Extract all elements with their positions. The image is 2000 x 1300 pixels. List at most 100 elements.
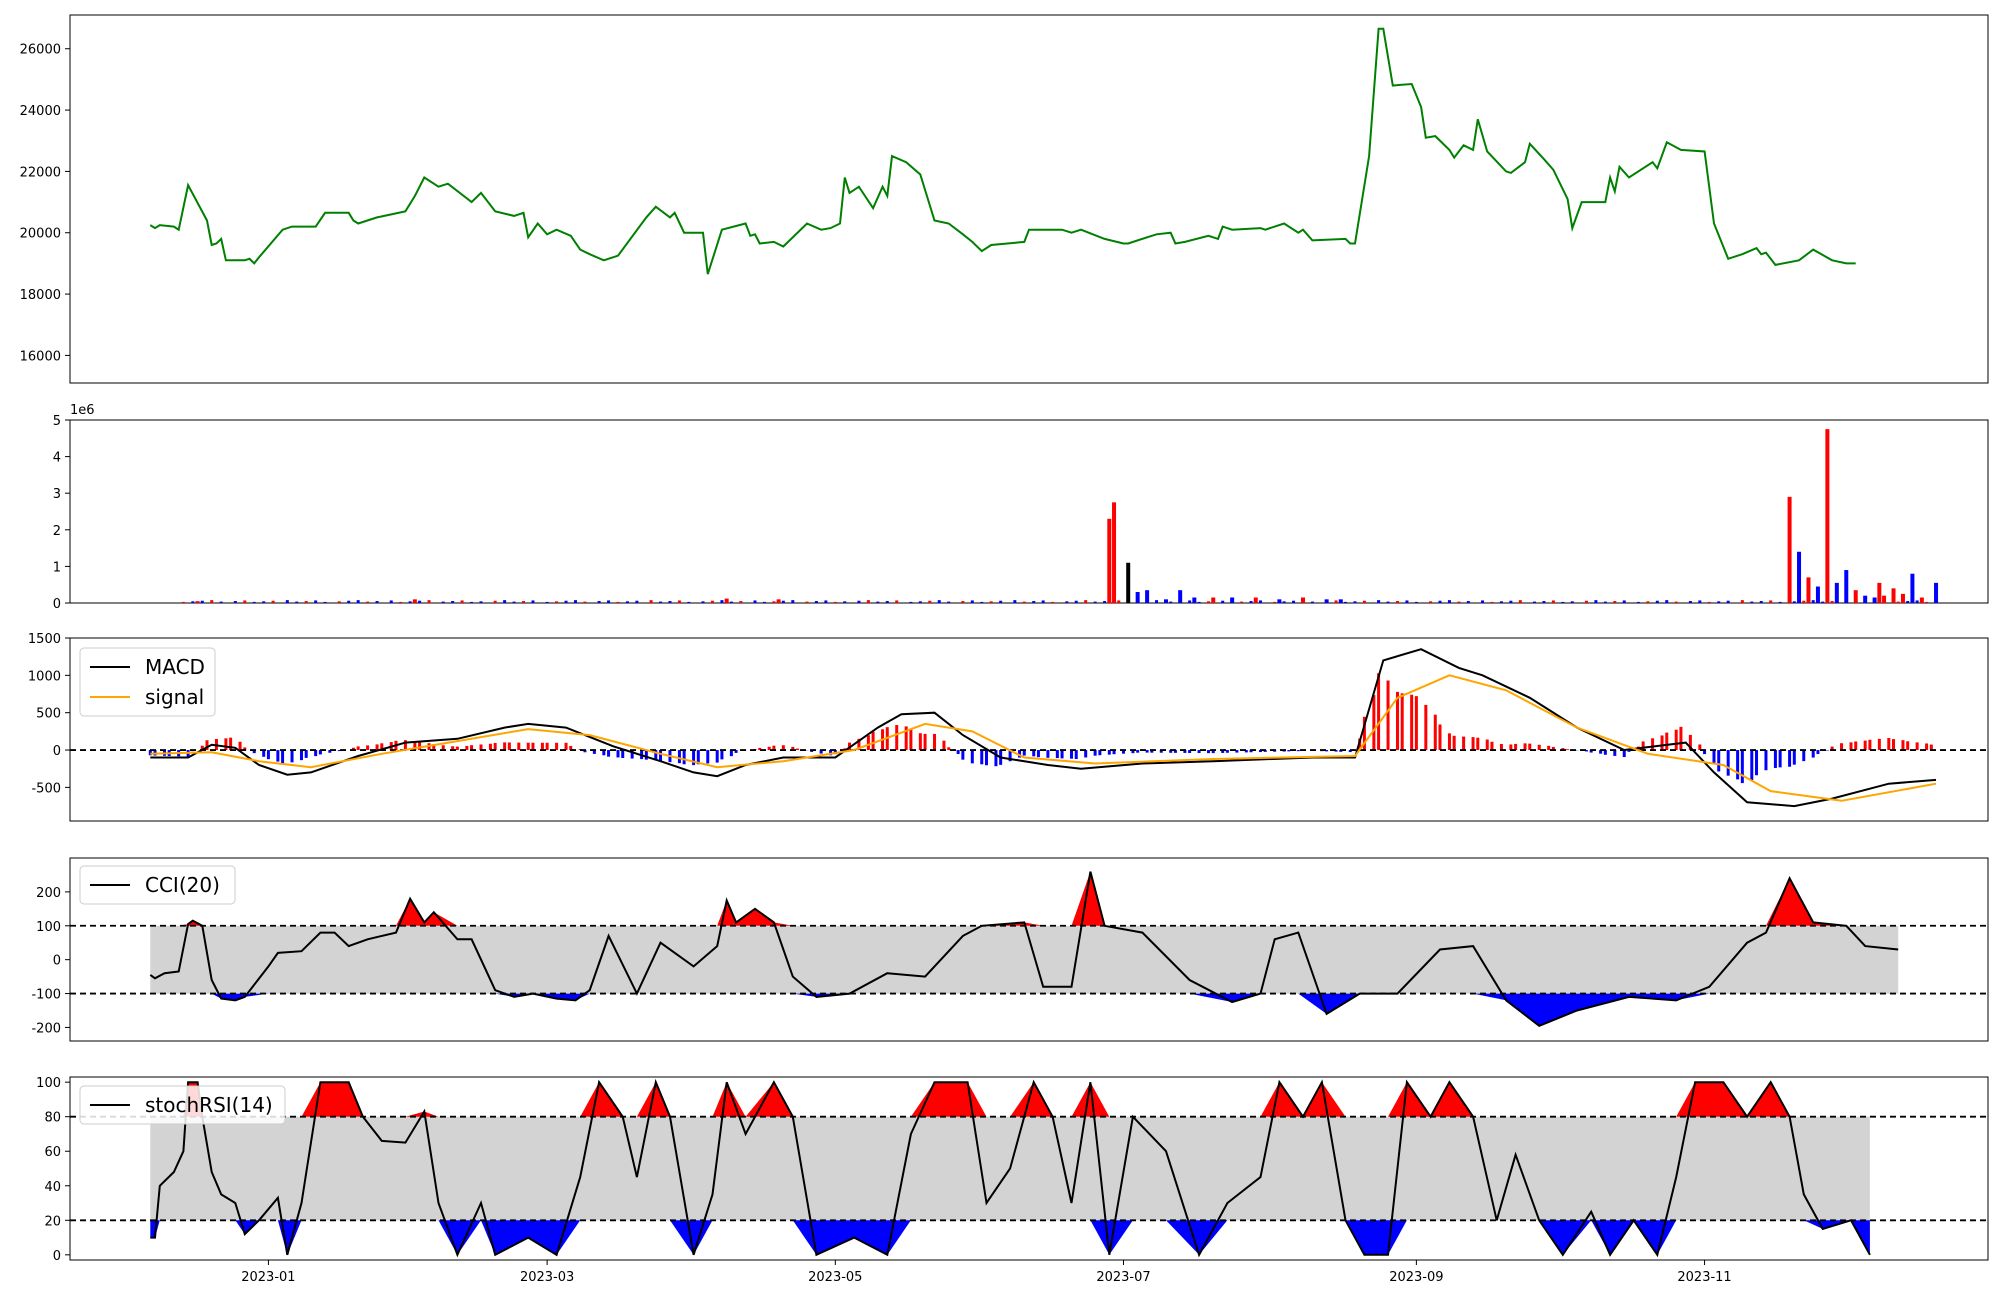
volume-bar bbox=[1853, 590, 1858, 603]
volume-bar bbox=[1844, 570, 1849, 603]
volume-bar bbox=[1112, 502, 1117, 603]
volume-bar bbox=[1891, 588, 1896, 603]
macd-histogram-bar bbox=[1514, 743, 1518, 751]
volume-bar bbox=[1584, 600, 1588, 603]
volume-bar bbox=[295, 601, 299, 603]
stoch-tick-label: 0 bbox=[53, 1249, 61, 1264]
volume-bar bbox=[1253, 597, 1258, 603]
macd-histogram-bar bbox=[403, 740, 407, 751]
macd-histogram-bar bbox=[1906, 741, 1910, 751]
volume-bar bbox=[1155, 600, 1159, 603]
volume-bar bbox=[895, 600, 899, 603]
volume-bar bbox=[233, 601, 237, 603]
macd-histogram-bar bbox=[1773, 750, 1777, 768]
macd-histogram-bar bbox=[1188, 750, 1192, 754]
volume-bar bbox=[1636, 601, 1640, 603]
volume-bar bbox=[843, 601, 847, 603]
macd-histogram-bar bbox=[1589, 750, 1593, 753]
macd-histogram-bar bbox=[1452, 735, 1456, 751]
volume-bar bbox=[412, 599, 417, 603]
macd-histogram-bar bbox=[1679, 726, 1683, 751]
volume-bar bbox=[1688, 601, 1692, 603]
volume-bar bbox=[1292, 600, 1296, 603]
macd-tick-label: 1500 bbox=[28, 632, 61, 647]
volume-bar bbox=[1915, 600, 1919, 603]
macd-histogram-bar bbox=[1414, 696, 1418, 751]
macd-histogram-bar bbox=[1816, 750, 1820, 755]
volume-bar bbox=[271, 600, 275, 603]
volume-bar bbox=[1386, 601, 1390, 603]
x-tick-label: 2023-11 bbox=[1677, 1270, 1731, 1285]
volume-bar bbox=[1750, 601, 1754, 603]
volume-bar bbox=[441, 601, 445, 603]
cci-tick-label: -200 bbox=[31, 1021, 61, 1036]
macd-histogram-bar bbox=[465, 745, 469, 751]
volume-bar bbox=[1093, 601, 1097, 603]
macd-histogram-bar bbox=[1334, 750, 1338, 752]
macd-histogram-bar bbox=[1211, 750, 1215, 754]
macd-histogram-bar bbox=[1225, 750, 1229, 753]
macd-histogram-bar bbox=[1159, 750, 1163, 753]
volume-y-ticks: 0 1 2 3 4 5 bbox=[53, 414, 70, 612]
x-axis-ticks: 2023-01 2023-03 2023-05 2023-07 2023-09 2023-… bbox=[241, 1260, 1732, 1285]
macd-histogram-bar bbox=[1509, 744, 1513, 751]
macd-histogram-bar bbox=[677, 750, 681, 764]
volume-bar bbox=[1802, 600, 1806, 603]
macd-histogram-bar bbox=[328, 750, 332, 753]
volume-bar bbox=[1655, 600, 1659, 603]
volume-scale-label: 1e6 bbox=[70, 403, 95, 418]
macd-histogram-bar bbox=[1755, 750, 1759, 776]
macd-histogram-bar bbox=[281, 750, 285, 764]
volume-bar bbox=[1135, 592, 1140, 603]
macd-axes-frame bbox=[69, 637, 1989, 822]
macd-histogram-bar bbox=[1046, 750, 1050, 758]
macd-histogram-bar bbox=[1136, 750, 1140, 753]
macd-histogram-bar bbox=[1840, 743, 1844, 751]
macd-line bbox=[150, 648, 1937, 808]
macd-histogram-bar bbox=[1362, 716, 1366, 751]
volume-bar bbox=[1740, 600, 1744, 603]
macd-histogram-bar bbox=[984, 750, 988, 766]
volume-panel: 1e6 0 1 2 3 4 5 bbox=[53, 403, 1989, 612]
macd-histogram-bar bbox=[1901, 740, 1905, 751]
stochrsi-legend: stochRSI(14) bbox=[79, 1085, 286, 1125]
volume-bar bbox=[1561, 601, 1565, 603]
volume-bar bbox=[1797, 551, 1802, 603]
volume-bar bbox=[1353, 601, 1357, 603]
volume-bar bbox=[1792, 601, 1796, 603]
macd-histogram-bar bbox=[545, 742, 549, 751]
macd-histogram-bar bbox=[1547, 745, 1551, 751]
volume-bar bbox=[285, 600, 289, 603]
volume-bar bbox=[1769, 600, 1773, 603]
volume-bar bbox=[597, 601, 601, 603]
macd-histogram-bar bbox=[1892, 739, 1896, 751]
volume-bar bbox=[243, 600, 247, 603]
macd-histogram-bar bbox=[1925, 743, 1929, 751]
volume-bar bbox=[191, 601, 195, 603]
macd-histogram-bar bbox=[592, 750, 596, 754]
volume-bar bbox=[937, 600, 941, 603]
macd-histogram-bar bbox=[1410, 694, 1414, 751]
volume-bar bbox=[1698, 600, 1702, 603]
price-tick-label: 16000 bbox=[20, 349, 61, 364]
volume-bar bbox=[1674, 601, 1678, 603]
macd-histogram-bar bbox=[772, 745, 776, 751]
macd-histogram-bar bbox=[1490, 741, 1494, 751]
volume-bar bbox=[1778, 601, 1782, 603]
price-y-ticks: 16000 18000 20000 22000 24000 26000 bbox=[20, 43, 70, 364]
macd-histogram-bar bbox=[1107, 750, 1111, 755]
volume-bar bbox=[1900, 593, 1905, 603]
macd-histogram-bar bbox=[654, 750, 658, 761]
volume-bar bbox=[427, 600, 431, 603]
volume-bar bbox=[1344, 601, 1348, 603]
volume-bar bbox=[724, 598, 729, 603]
cci-y-ticks: -200 -100 0 100 200 bbox=[31, 886, 70, 1036]
volume-bar bbox=[833, 601, 837, 603]
macd-histogram-bar bbox=[1325, 750, 1329, 752]
volume-bar bbox=[668, 601, 672, 603]
macd-histogram-bar bbox=[796, 748, 800, 751]
macd-histogram-bar bbox=[857, 738, 861, 751]
macd-histogram-bar bbox=[904, 726, 908, 751]
volume-bar bbox=[776, 599, 781, 603]
volume-bar bbox=[1613, 601, 1617, 603]
